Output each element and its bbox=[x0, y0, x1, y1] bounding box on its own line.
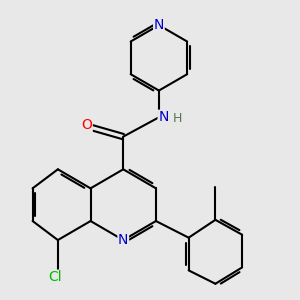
Text: N: N bbox=[158, 110, 169, 124]
Text: N: N bbox=[118, 233, 128, 247]
Text: Cl: Cl bbox=[48, 270, 62, 284]
Text: N: N bbox=[154, 18, 164, 32]
Text: H: H bbox=[173, 112, 182, 125]
Text: O: O bbox=[81, 118, 92, 132]
